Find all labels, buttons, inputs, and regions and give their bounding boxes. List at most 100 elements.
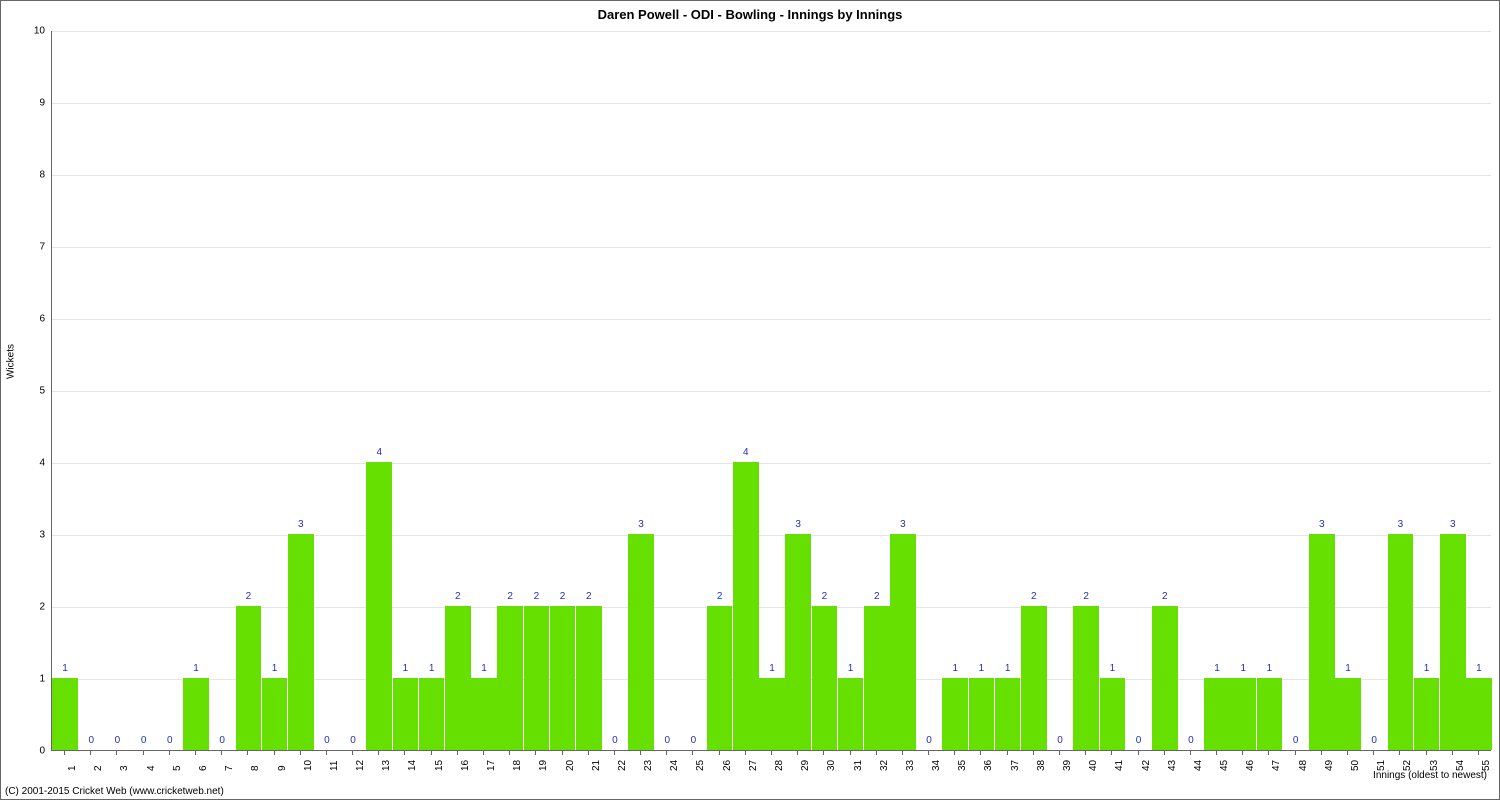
x-tick-mark xyxy=(326,751,327,755)
bar-value-label: 1 xyxy=(769,663,775,674)
x-tick-mark xyxy=(692,751,693,755)
x-tick-label: 51 xyxy=(1376,760,1387,771)
x-tick-label: 30 xyxy=(826,760,837,771)
x-tick-label: 24 xyxy=(669,760,680,771)
x-tick-mark xyxy=(1190,751,1191,755)
x-tick-label: 12 xyxy=(355,760,366,771)
x-tick-label: 21 xyxy=(591,760,602,771)
bar xyxy=(393,678,419,750)
bar xyxy=(1414,678,1440,750)
x-tick-mark xyxy=(300,751,301,755)
x-tick-label: 25 xyxy=(695,760,706,771)
x-tick-mark xyxy=(640,751,641,755)
bar xyxy=(183,678,209,750)
y-tick-label: 4 xyxy=(39,458,45,469)
x-tick-mark xyxy=(1033,751,1034,755)
x-tick-mark xyxy=(588,751,589,755)
y-tick-label: 2 xyxy=(39,602,45,613)
x-tick-label: 18 xyxy=(512,760,523,771)
gridline xyxy=(52,103,1491,104)
bar xyxy=(1073,606,1099,750)
y-tick-label: 6 xyxy=(39,314,45,325)
x-tick-mark xyxy=(378,751,379,755)
y-tick-label: 3 xyxy=(39,530,45,541)
y-tick-label: 5 xyxy=(39,386,45,397)
gridline xyxy=(52,391,1491,392)
gridline xyxy=(52,31,1491,32)
x-tick-mark xyxy=(902,751,903,755)
bar xyxy=(445,606,471,750)
x-tick-mark xyxy=(928,751,929,755)
bar xyxy=(995,678,1021,750)
bar-value-label: 2 xyxy=(1083,591,1089,602)
bar-value-label: 2 xyxy=(1031,591,1037,602)
bar-value-label: 1 xyxy=(952,663,958,674)
bar-value-label: 1 xyxy=(1424,663,1430,674)
bar xyxy=(890,534,916,750)
copyright-text: (C) 2001-2015 Cricket Web (www.cricketwe… xyxy=(5,786,224,797)
bar-value-label: 1 xyxy=(1345,663,1351,674)
bar-value-label: 2 xyxy=(560,591,566,602)
bar-value-label: 0 xyxy=(1371,735,1377,746)
bar xyxy=(1466,678,1492,750)
x-tick-label: 10 xyxy=(303,760,314,771)
x-tick-mark xyxy=(876,751,877,755)
x-tick-label: 55 xyxy=(1481,760,1492,771)
bar-value-label: 1 xyxy=(1110,663,1116,674)
bar-value-label: 1 xyxy=(429,663,435,674)
bar xyxy=(864,606,890,750)
x-tick-mark xyxy=(195,751,196,755)
x-tick-label: 43 xyxy=(1167,760,1178,771)
bar-value-label: 0 xyxy=(612,735,618,746)
x-tick-mark xyxy=(666,751,667,755)
x-tick-mark xyxy=(64,751,65,755)
x-tick-mark xyxy=(771,751,772,755)
x-tick-label: 33 xyxy=(905,760,916,771)
bar xyxy=(288,534,314,750)
bar xyxy=(942,678,968,750)
y-tick-label: 0 xyxy=(39,746,45,757)
bar-value-label: 2 xyxy=(246,591,252,602)
x-tick-label: 31 xyxy=(853,760,864,771)
x-tick-mark xyxy=(1085,751,1086,755)
x-tick-mark xyxy=(1216,751,1217,755)
x-tick-mark xyxy=(823,751,824,755)
x-tick-mark xyxy=(719,751,720,755)
bar-value-label: 1 xyxy=(1240,663,1246,674)
bar-value-label: 4 xyxy=(376,447,382,458)
bar-value-label: 0 xyxy=(88,735,94,746)
bar xyxy=(812,606,838,750)
bar-value-label: 1 xyxy=(1476,663,1482,674)
bar-value-label: 1 xyxy=(848,663,854,674)
bar xyxy=(1204,678,1230,750)
x-tick-mark xyxy=(169,751,170,755)
x-tick-label: 47 xyxy=(1271,760,1282,771)
bar-value-label: 2 xyxy=(717,591,723,602)
bar-value-label: 0 xyxy=(167,735,173,746)
bar-value-label: 0 xyxy=(926,735,932,746)
x-tick-label: 5 xyxy=(172,765,183,771)
x-tick-mark xyxy=(1138,751,1139,755)
x-tick-mark xyxy=(1164,751,1165,755)
x-tick-mark xyxy=(535,751,536,755)
x-tick-mark xyxy=(116,751,117,755)
x-tick-label: 8 xyxy=(250,765,261,771)
x-tick-label: 26 xyxy=(722,760,733,771)
x-tick-mark xyxy=(1295,751,1296,755)
x-tick-label: 36 xyxy=(983,760,994,771)
x-tick-mark xyxy=(1321,751,1322,755)
bar xyxy=(366,462,392,750)
x-tick-label: 41 xyxy=(1114,760,1125,771)
gridline xyxy=(52,175,1491,176)
bar xyxy=(497,606,523,750)
bar-value-label: 1 xyxy=(403,663,409,674)
y-tick-label: 7 xyxy=(39,242,45,253)
x-tick-mark xyxy=(1426,751,1427,755)
x-tick-mark xyxy=(1347,751,1348,755)
bar xyxy=(1257,678,1283,750)
x-tick-mark xyxy=(90,751,91,755)
x-tick-label: 37 xyxy=(1010,760,1021,771)
bar xyxy=(471,678,497,750)
bar-value-label: 0 xyxy=(1188,735,1194,746)
x-tick-mark xyxy=(850,751,851,755)
